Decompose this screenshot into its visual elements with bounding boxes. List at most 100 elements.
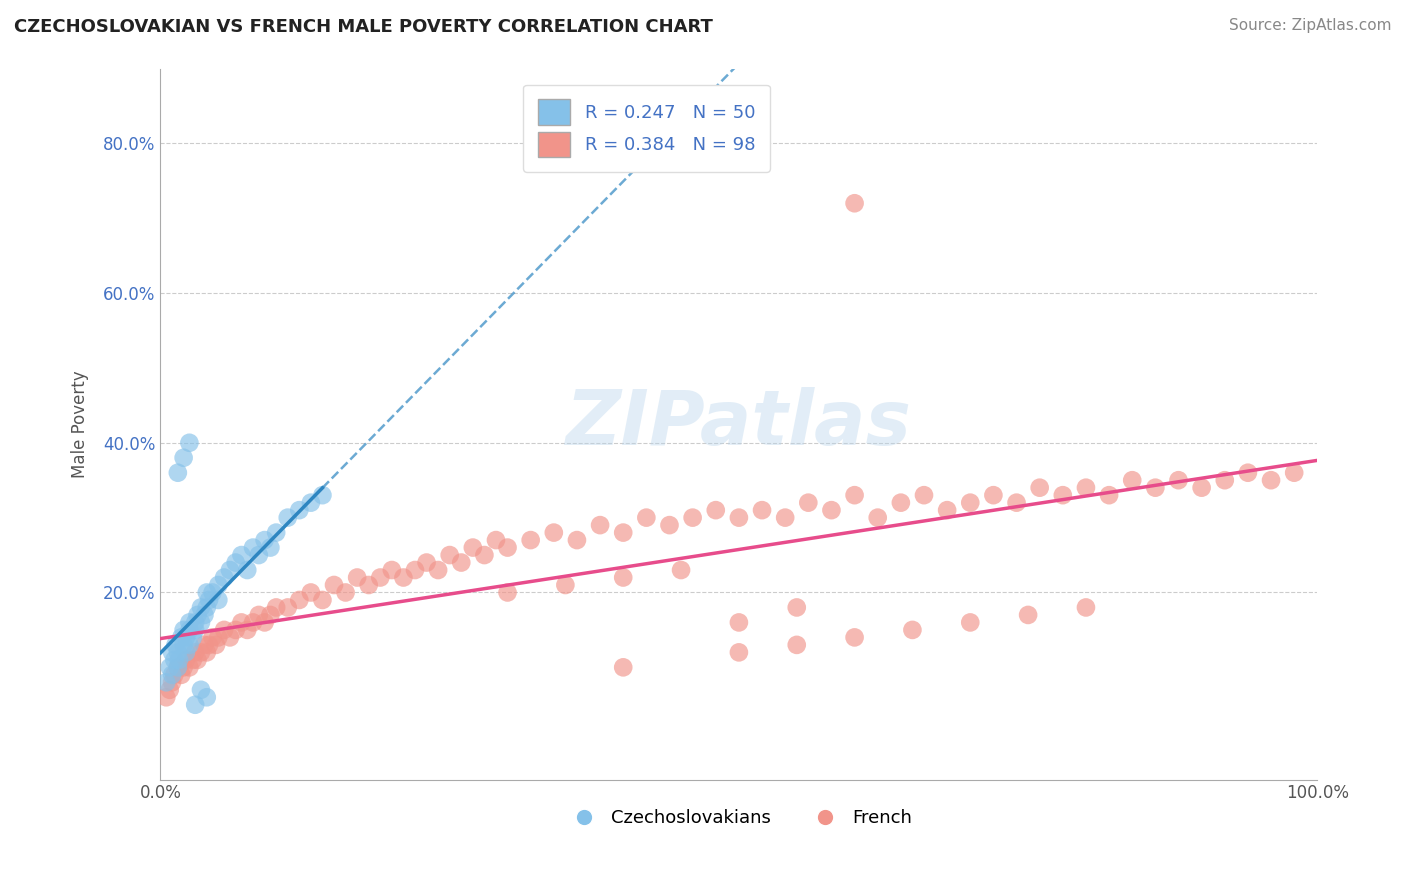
Point [1213, 473, 1236, 487]
Point [253, 533, 276, 547]
Point [201, 585, 224, 599]
Point [174, 645, 197, 659]
Point [247, 548, 270, 562]
Point [166, 645, 188, 659]
Point [1167, 473, 1189, 487]
Point [786, 600, 808, 615]
Point [179, 638, 201, 652]
Point [219, 631, 242, 645]
Point [636, 510, 658, 524]
Point [439, 548, 461, 562]
Point [912, 488, 935, 502]
Point [190, 615, 212, 630]
Point [186, 653, 208, 667]
Text: CZECHOSLOVAKIAN VS FRENCH MALE POVERTY CORRELATION CHART: CZECHOSLOVAKIAN VS FRENCH MALE POVERTY C… [14, 18, 713, 36]
Point [288, 593, 311, 607]
Point [242, 615, 264, 630]
Point [155, 675, 177, 690]
Point [195, 690, 218, 705]
Point [173, 623, 195, 637]
Point [167, 653, 190, 667]
Point [773, 510, 796, 524]
Point [392, 570, 415, 584]
Point [163, 653, 186, 667]
Point [844, 488, 866, 502]
Point [181, 631, 204, 645]
Point [751, 503, 773, 517]
Point [242, 541, 264, 555]
Point [259, 541, 281, 555]
Point [184, 623, 207, 637]
Point [190, 645, 212, 659]
Point [231, 615, 253, 630]
Point [589, 518, 612, 533]
Point [959, 496, 981, 510]
Point [173, 638, 195, 652]
Point [1005, 496, 1028, 510]
Point [277, 510, 299, 524]
Point [212, 623, 235, 637]
Point [1144, 481, 1167, 495]
Point [163, 668, 186, 682]
Point [959, 615, 981, 630]
Point [612, 570, 634, 584]
Point [704, 503, 727, 517]
Point [184, 615, 207, 630]
Point [1260, 473, 1282, 487]
Point [1237, 466, 1260, 480]
Point [264, 525, 287, 540]
Point [554, 578, 576, 592]
Point [658, 518, 681, 533]
Point [184, 698, 207, 712]
Point [519, 533, 541, 547]
Point [174, 653, 197, 667]
Point [728, 645, 751, 659]
Point [936, 503, 959, 517]
Point [193, 607, 215, 622]
Point [173, 450, 195, 465]
Point [496, 541, 519, 555]
Point [179, 615, 201, 630]
Point [277, 600, 299, 615]
Point [786, 638, 808, 652]
Point [404, 563, 426, 577]
Point [264, 600, 287, 615]
Point [311, 488, 333, 502]
Point [236, 563, 259, 577]
Point [205, 638, 228, 652]
Point [247, 607, 270, 622]
Text: Source: ZipAtlas.com: Source: ZipAtlas.com [1229, 18, 1392, 33]
Point [728, 615, 751, 630]
Point [612, 525, 634, 540]
Point [236, 623, 259, 637]
Point [844, 631, 866, 645]
Point [1098, 488, 1121, 502]
Point [381, 563, 404, 577]
Point [299, 585, 322, 599]
Y-axis label: Male Poverty: Male Poverty [72, 370, 89, 478]
Point [173, 660, 195, 674]
Point [485, 533, 508, 547]
Point [170, 631, 193, 645]
Point [844, 196, 866, 211]
Point [253, 615, 276, 630]
Point [1121, 473, 1143, 487]
Text: ZIPatlas: ZIPatlas [565, 387, 912, 461]
Point [179, 660, 201, 674]
Point [166, 466, 188, 480]
Point [866, 510, 889, 524]
Point [543, 525, 565, 540]
Point [288, 503, 311, 517]
Point [415, 556, 437, 570]
Point [450, 556, 472, 570]
Point [195, 585, 218, 599]
Point [496, 585, 519, 599]
Point [179, 435, 201, 450]
Point [170, 668, 193, 682]
Point [198, 638, 221, 652]
Point [1017, 607, 1039, 622]
Point [207, 578, 229, 592]
Point [901, 623, 924, 637]
Point [1282, 466, 1305, 480]
Point [159, 660, 181, 674]
